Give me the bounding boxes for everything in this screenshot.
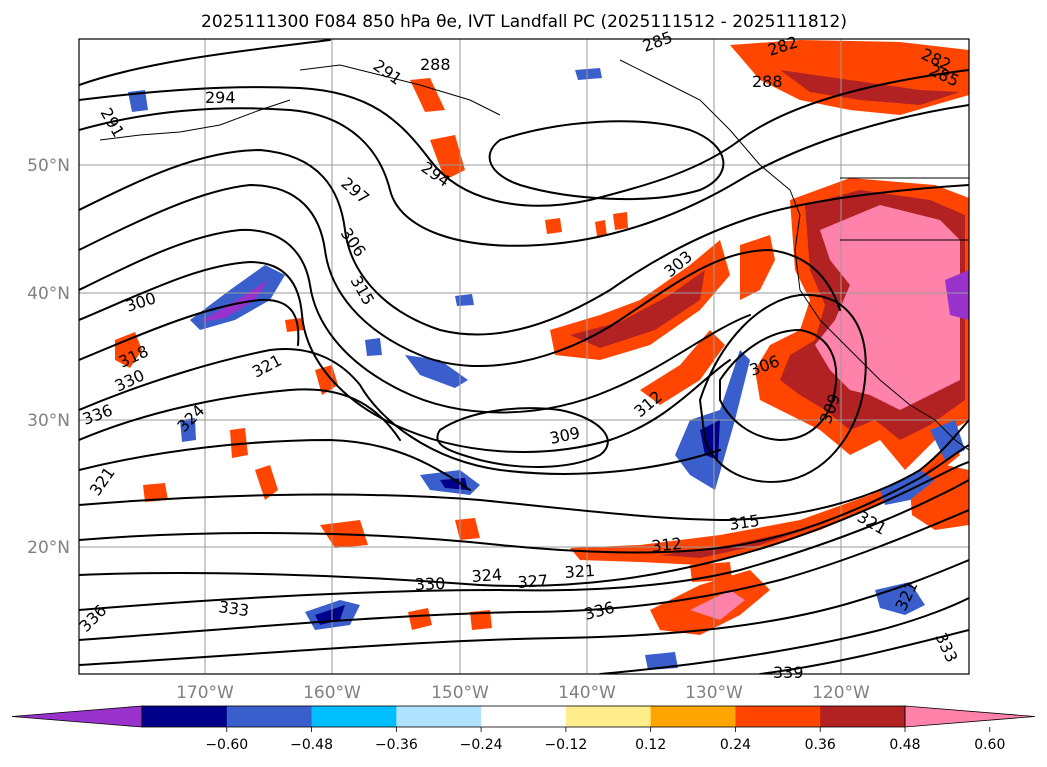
longitude-axis: 170°W 160°W 150°W 140°W 130°W 120°W [176, 683, 870, 703]
contour-label: 288 [752, 72, 783, 91]
contour-label: 321 [564, 561, 596, 582]
colorbar-frame [141, 705, 906, 728]
latitude-axis: 50°N 40°N 30°N 20°N [27, 156, 70, 558]
colorbar-swatch [226, 706, 313, 727]
pc-region-west-coast-peak [815, 205, 960, 410]
pc-negative-7 [880, 470, 935, 505]
lon-tick-label: 140°W [558, 683, 616, 703]
pc-negative-3-core [700, 420, 720, 460]
plot-frame [78, 38, 970, 675]
lon-tick-label: 170°W [176, 683, 234, 703]
colorbar-tick-label: −0.48 [290, 737, 333, 753]
contour-label: 288 [420, 55, 451, 74]
colorbar-tick-label: 0.60 [974, 737, 1005, 753]
lat-tick-label: 50°N [27, 156, 70, 176]
lat-tick-label: 30°N [27, 411, 70, 431]
colorbar-extend-min [11, 705, 143, 728]
colorbar-swatch [142, 706, 228, 727]
colorbar-tick-label: 0.12 [635, 737, 666, 753]
colorbar-tick-label: −0.60 [205, 737, 248, 753]
contour-label: 333 [217, 597, 250, 620]
contour-label: 294 [205, 88, 236, 107]
pc-region-plume-core [570, 270, 705, 348]
colorbar-swatch [735, 706, 821, 727]
lat-tick-label: 20°N [27, 538, 70, 558]
colorbar: −0.60 −0.48 −0.36 −0.24 −0.12 0.12 0.24 0.36 0.4… [11, 705, 1036, 753]
colorbar-tick-label: 0.48 [889, 737, 920, 753]
colorbar-swatch [311, 706, 397, 727]
pc-negative-9 [930, 420, 965, 460]
colorbar-tick-label: 0.36 [805, 737, 836, 753]
colorbar-tick-label: −0.36 [375, 737, 418, 753]
theta-e-contours [79, 39, 969, 674]
colorbar-tick-label: 0.24 [720, 737, 751, 753]
lat-tick-label: 40°N [27, 284, 70, 304]
colorbar-tick-label: −0.24 [460, 737, 503, 753]
contour-label: 315 [728, 511, 761, 534]
colorbar-swatch [396, 706, 482, 727]
lon-tick-label: 160°W [303, 683, 361, 703]
shaded-field [115, 40, 969, 670]
contour-label: 327 [517, 571, 549, 592]
lon-tick-label: 130°W [685, 683, 743, 703]
pc-negative-2 [405, 355, 468, 388]
colorbar-extend-max [904, 705, 1036, 728]
graticule [79, 39, 969, 674]
map-plot-area: 294 291 288 291 294 297 306 315 300 318 … [75, 27, 970, 682]
contour-label: 330 [414, 574, 445, 594]
lon-tick-label: 150°W [431, 683, 489, 703]
colorbar-tick-label: −0.12 [544, 737, 587, 753]
contour-label: 339 [773, 663, 804, 682]
pc-negative-8 [945, 270, 969, 320]
colorbar-swatch [820, 706, 906, 727]
pc-region-south-core [690, 590, 745, 620]
colorbar-swatch [481, 706, 567, 727]
colorbar-swatch [650, 706, 736, 727]
lon-tick-label: 120°W [812, 683, 870, 703]
contour-label: 312 [650, 534, 682, 556]
pc-region-plume-2 [640, 330, 725, 405]
colorbar-swatch [565, 706, 652, 727]
pc-negative-4-core [440, 478, 468, 490]
contour-label: 324 [471, 565, 503, 586]
figure-title: 2025111300 F084 850 hPa θe, IVT Landfall… [201, 12, 847, 32]
